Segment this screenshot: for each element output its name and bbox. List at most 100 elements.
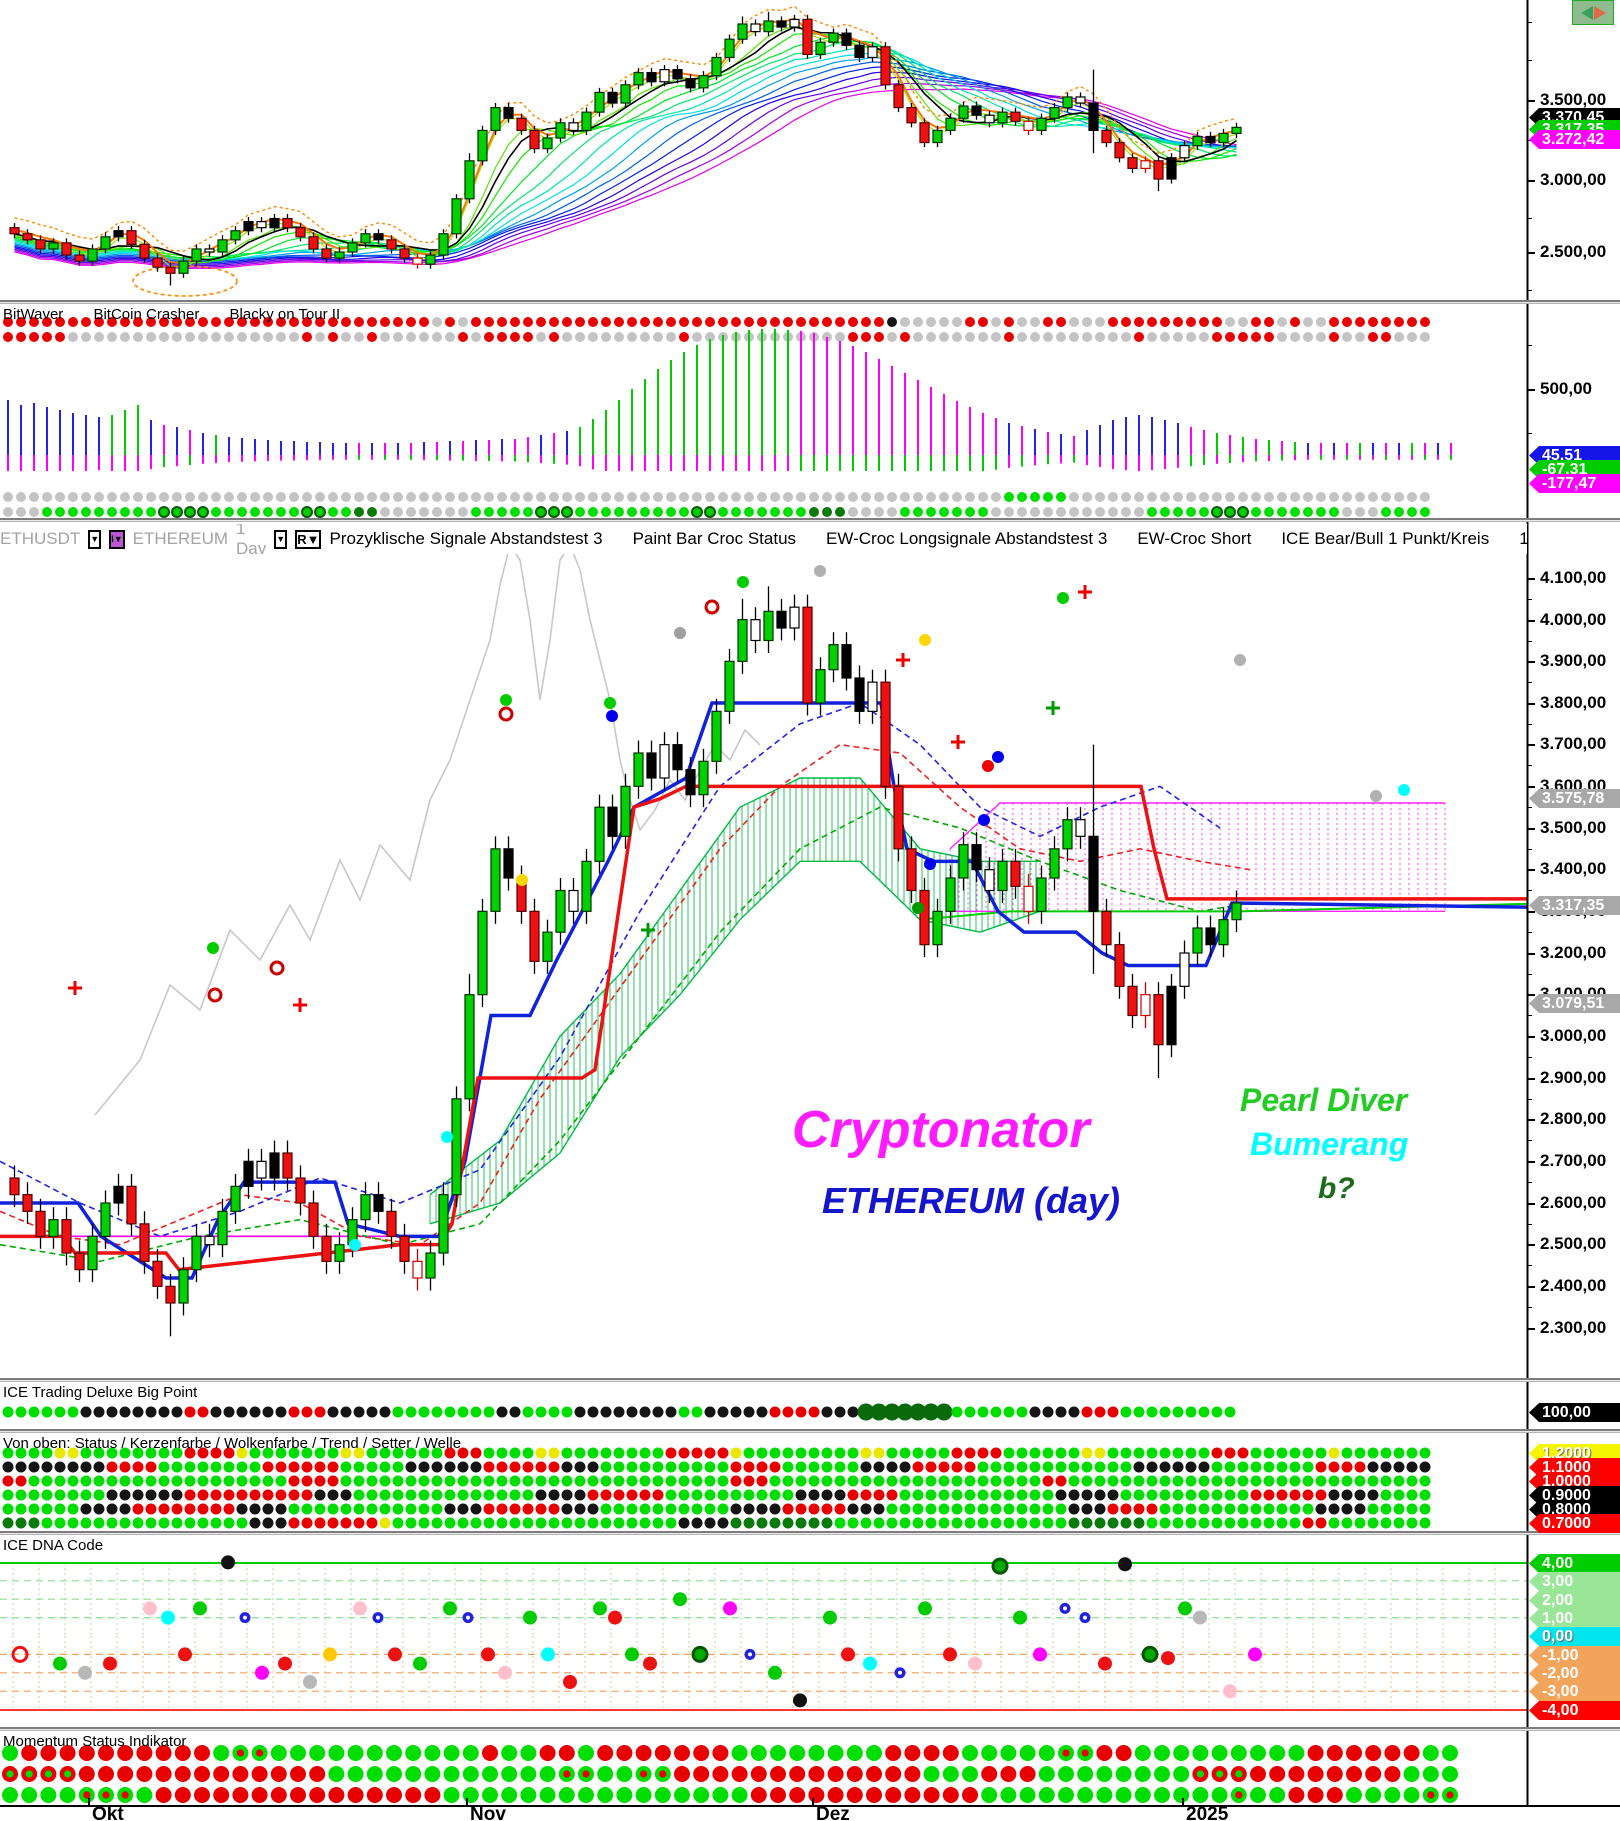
signal-dot bbox=[393, 317, 403, 327]
signal-dot bbox=[522, 1475, 534, 1487]
von-oben-title[interactable]: Von oben: Status / Kerzenfarbe / Wolkenf… bbox=[3, 1435, 462, 1452]
signal-dot bbox=[730, 1489, 742, 1501]
indicator-item[interactable]: EW-Croc Short bbox=[1137, 529, 1252, 548]
nav-arrows-icon[interactable] bbox=[1572, 0, 1614, 25]
signal-dot bbox=[418, 1503, 430, 1515]
signal-dot bbox=[1107, 1489, 1119, 1501]
signal-dot bbox=[249, 1447, 261, 1459]
indicator-item[interactable]: ICE Bear/Bull 1 Punkt/Kreis bbox=[1281, 529, 1490, 548]
signal-dot bbox=[418, 1461, 430, 1473]
price-tag: -1,00 bbox=[1529, 1646, 1620, 1665]
indicator-label-bitcoin-crasher[interactable]: BitCoin Crasher bbox=[93, 306, 200, 323]
signal-dot bbox=[250, 332, 260, 342]
signal-dot bbox=[29, 332, 39, 342]
candle-body bbox=[711, 56, 722, 77]
signal-dot bbox=[159, 317, 169, 327]
signal-dot bbox=[1068, 1503, 1080, 1515]
signal-dot bbox=[626, 1489, 638, 1501]
dna-dot bbox=[768, 1665, 782, 1680]
signal-dot bbox=[462, 1745, 479, 1761]
indicator-label-bitwaver[interactable]: BitWaver bbox=[3, 306, 64, 323]
signal-dot bbox=[496, 1489, 508, 1501]
signal-dot bbox=[848, 507, 858, 517]
signal-dot bbox=[562, 317, 572, 327]
axis-label: 4.100,00 bbox=[1540, 568, 1607, 587]
signal-dot bbox=[717, 1475, 729, 1487]
signal-dot bbox=[561, 1503, 573, 1515]
ma-orange-dashed-line bbox=[14, 5, 1237, 252]
candle-body bbox=[100, 236, 111, 250]
signal-dot bbox=[626, 1461, 638, 1473]
indicator-item[interactable]: EW-Croc Longsignale Abstandstest 3 bbox=[826, 529, 1108, 548]
signal-dot bbox=[1263, 1503, 1275, 1515]
signal-dot bbox=[1403, 1745, 1420, 1761]
signal-dot bbox=[353, 1447, 365, 1459]
signal-dot bbox=[275, 1489, 287, 1501]
panel-separator bbox=[0, 518, 1620, 522]
signal-dot bbox=[1159, 1517, 1171, 1529]
signal-dot bbox=[172, 332, 182, 342]
signal-dot bbox=[497, 332, 507, 342]
signal-dot bbox=[1406, 1447, 1418, 1459]
signal-dot bbox=[1068, 1517, 1080, 1529]
signal-dot bbox=[835, 507, 845, 517]
r-dropdown[interactable]: R▼ bbox=[295, 529, 322, 549]
signal-dot bbox=[782, 1489, 794, 1501]
indicator-item[interactable]: Paint Bar Croc Status bbox=[632, 529, 797, 548]
symbol-dropdown[interactable]: ▼ bbox=[88, 529, 102, 549]
signal-dot bbox=[1004, 507, 1014, 517]
dna-dot bbox=[1178, 1601, 1192, 1616]
candle-body bbox=[776, 20, 787, 28]
indicator-dropdown[interactable]: I▼ bbox=[109, 529, 125, 549]
signal-dot bbox=[756, 1517, 768, 1529]
candle-body bbox=[334, 251, 345, 259]
signal-dot bbox=[327, 1489, 339, 1501]
signal-dot bbox=[290, 1766, 306, 1782]
signal-dot bbox=[1146, 1503, 1158, 1515]
signal-dot bbox=[770, 492, 780, 502]
candle-body bbox=[555, 889, 566, 933]
indicator-item[interactable]: 1 ICE A bbox=[1519, 529, 1527, 548]
candle-body bbox=[893, 785, 904, 850]
dna-dot bbox=[1193, 1610, 1207, 1625]
candle-body bbox=[880, 681, 891, 787]
candle-body bbox=[373, 233, 384, 241]
signal-dot bbox=[15, 1447, 27, 1459]
momentum-title[interactable]: Momentum Status Indikator bbox=[3, 1733, 187, 1750]
signal-dot bbox=[1159, 1475, 1171, 1487]
signal-dot bbox=[328, 507, 338, 517]
dna-title[interactable]: ICE DNA Code bbox=[3, 1537, 104, 1554]
chart-marker-dot bbox=[978, 814, 990, 826]
signal-dot bbox=[885, 1745, 902, 1761]
signal-dot bbox=[1276, 1447, 1288, 1459]
signal-dot bbox=[81, 317, 91, 327]
candle-body bbox=[880, 46, 891, 86]
ice-big-point-title[interactable]: ICE Trading Deluxe Big Point bbox=[3, 1384, 198, 1401]
signal-dot bbox=[120, 317, 130, 327]
signal-dot bbox=[237, 507, 247, 517]
signal-dot bbox=[509, 1461, 521, 1473]
signal-dot bbox=[1264, 492, 1274, 502]
signal-dot bbox=[520, 1745, 537, 1761]
signal-dot bbox=[431, 1503, 443, 1515]
signal-dot bbox=[290, 1787, 306, 1803]
indicator-item[interactable]: Prozyklische Signale Abstandstest 3 bbox=[329, 529, 603, 548]
signal-dot bbox=[1159, 1406, 1171, 1418]
interval-dropdown[interactable]: ▼ bbox=[274, 529, 288, 549]
signal-dot bbox=[827, 1745, 844, 1761]
signal-dot bbox=[354, 492, 364, 502]
signal-dot bbox=[744, 317, 754, 327]
signal-dot bbox=[509, 1406, 521, 1418]
signal-dot bbox=[990, 1517, 1002, 1529]
candle-body bbox=[945, 877, 956, 912]
signal-dot bbox=[1081, 1461, 1093, 1473]
indicator-label-blacky-on-tour[interactable]: Blacky on Tour II bbox=[229, 306, 341, 323]
signal-dot bbox=[640, 317, 650, 327]
signal-dot bbox=[821, 1503, 833, 1515]
signal-dot bbox=[223, 1503, 235, 1515]
signal-dot bbox=[29, 507, 39, 517]
signal-dot bbox=[1134, 1745, 1151, 1761]
candle-body bbox=[113, 230, 124, 238]
axis-minor-tick bbox=[1527, 641, 1532, 642]
